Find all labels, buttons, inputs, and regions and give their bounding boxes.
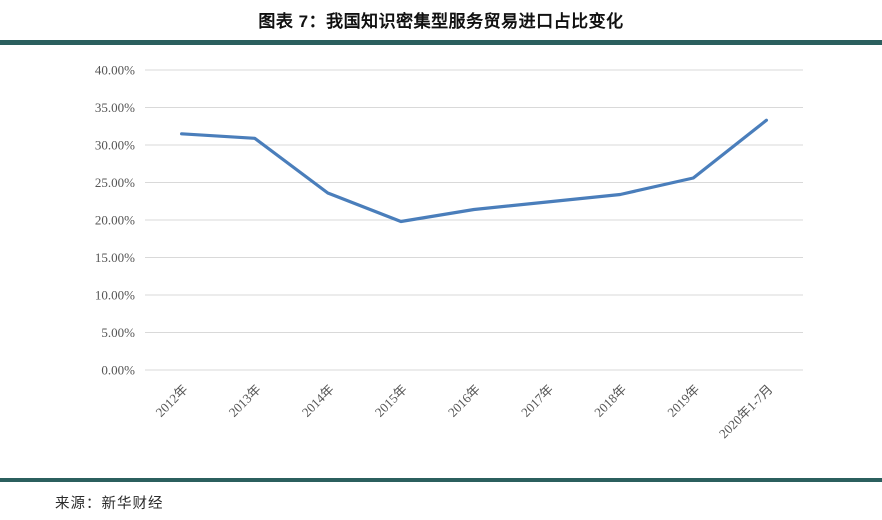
- x-axis-label: 2019年: [664, 382, 702, 420]
- source-caption: 来源：新华财经: [55, 496, 164, 512]
- top-divider-rule: [0, 40, 882, 45]
- bottom-divider-rule: [0, 478, 882, 482]
- x-axis-label: 2017年: [518, 382, 556, 420]
- y-axis-label: 10.00%: [95, 288, 135, 303]
- x-axis-label: 2018年: [591, 382, 629, 420]
- figure-title: 图表 7：我国知识密集型服务贸易进口占比变化: [258, 12, 624, 31]
- y-axis-label: 40.00%: [95, 63, 135, 78]
- x-axis-label: 2013年: [226, 382, 264, 420]
- gridlines-group: [145, 69, 803, 371]
- data-series-group: [180, 118, 769, 224]
- x-axis-label: 2016年: [445, 382, 483, 420]
- y-axis-label: 30.00%: [95, 138, 135, 153]
- y-axis-label: 20.00%: [95, 213, 135, 228]
- x-axis-label: 2012年: [152, 382, 190, 420]
- line-chart: 0.00% 5.00% 10.00% 15.00% 20.00% 25.00% 30.00%…: [95, 63, 803, 442]
- x-axis-label: 2015年: [372, 382, 410, 420]
- x-axis-label: 2014年: [299, 382, 337, 420]
- y-axis-label: 25.00%: [95, 175, 135, 190]
- y-axis-label: 15.00%: [95, 250, 135, 265]
- y-axis-label: 35.00%: [95, 100, 135, 115]
- x-axis-label: 2020年1-7月: [716, 382, 776, 442]
- y-axis-labels-group: 0.00% 5.00% 10.00% 15.00% 20.00% 25.00% 30.00%…: [95, 63, 135, 378]
- data-line-series: [180, 118, 769, 224]
- y-axis-label: 0.00%: [101, 363, 135, 378]
- x-axis-labels-group: 2012年 2013年 2014年 2015年 2016年 2017年 2018年 2019年…: [152, 382, 775, 442]
- y-axis-label: 5.00%: [101, 325, 135, 340]
